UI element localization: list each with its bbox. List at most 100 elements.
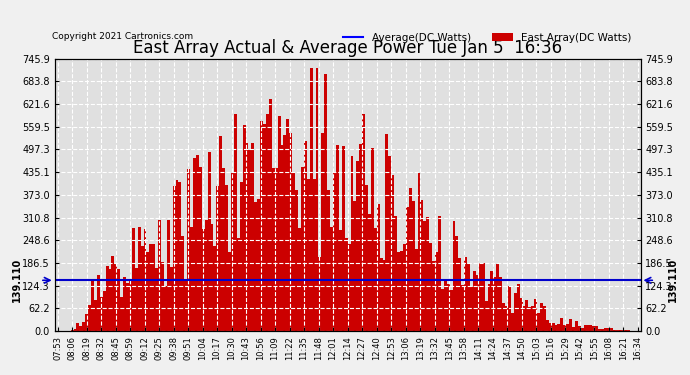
Bar bbox=[201, 229, 205, 331]
Bar bbox=[403, 244, 406, 331]
Bar bbox=[234, 114, 237, 331]
Bar bbox=[193, 158, 196, 331]
Bar bbox=[103, 291, 106, 331]
Bar bbox=[97, 275, 100, 331]
Bar bbox=[208, 152, 210, 331]
Bar bbox=[135, 268, 138, 331]
Bar bbox=[368, 214, 371, 331]
Bar bbox=[627, 330, 631, 331]
Bar bbox=[607, 328, 610, 331]
Bar bbox=[514, 293, 517, 331]
Bar bbox=[420, 200, 424, 331]
Bar bbox=[464, 256, 467, 331]
Bar bbox=[382, 260, 386, 331]
Bar bbox=[441, 289, 444, 331]
Bar bbox=[266, 114, 269, 331]
Bar bbox=[248, 150, 251, 331]
Bar bbox=[462, 285, 464, 331]
Bar bbox=[499, 278, 502, 331]
Bar bbox=[126, 282, 129, 331]
Bar bbox=[315, 68, 318, 331]
Bar bbox=[129, 281, 132, 331]
Text: Copyright 2021 Cartronics.com: Copyright 2021 Cartronics.com bbox=[52, 32, 193, 41]
Bar bbox=[540, 303, 543, 331]
Bar bbox=[219, 136, 222, 331]
Bar bbox=[353, 201, 356, 331]
Bar bbox=[222, 168, 225, 331]
Bar bbox=[613, 330, 615, 331]
Bar bbox=[70, 330, 74, 331]
Bar bbox=[522, 306, 525, 331]
Bar bbox=[237, 238, 239, 331]
Bar bbox=[167, 220, 170, 331]
Bar bbox=[210, 224, 213, 331]
Bar bbox=[417, 174, 420, 331]
Bar bbox=[619, 330, 622, 331]
Bar bbox=[205, 220, 208, 331]
Bar bbox=[622, 330, 624, 331]
Bar bbox=[144, 229, 146, 331]
Bar bbox=[426, 216, 429, 331]
Bar bbox=[161, 262, 164, 331]
Bar bbox=[595, 326, 598, 331]
Bar bbox=[94, 300, 97, 331]
Bar bbox=[172, 186, 175, 331]
Bar bbox=[432, 261, 435, 331]
Bar bbox=[601, 329, 604, 331]
Bar bbox=[289, 134, 292, 331]
Bar bbox=[415, 249, 417, 331]
Bar bbox=[508, 286, 511, 331]
Bar bbox=[342, 146, 345, 331]
Bar bbox=[336, 145, 339, 331]
Bar bbox=[345, 238, 348, 331]
Bar bbox=[455, 236, 458, 331]
Bar bbox=[175, 180, 179, 331]
Bar bbox=[549, 323, 552, 331]
Bar bbox=[138, 227, 141, 331]
Bar bbox=[213, 246, 217, 331]
Bar bbox=[132, 228, 135, 331]
Bar bbox=[362, 114, 365, 331]
Bar bbox=[243, 124, 246, 331]
Bar bbox=[239, 182, 243, 331]
Bar bbox=[406, 207, 408, 331]
Bar bbox=[450, 290, 453, 331]
Bar bbox=[470, 287, 473, 331]
Bar bbox=[408, 188, 412, 331]
Bar bbox=[91, 280, 94, 331]
Bar bbox=[292, 173, 295, 331]
Bar bbox=[179, 182, 181, 331]
Bar bbox=[537, 313, 540, 331]
Bar bbox=[275, 168, 277, 331]
Bar bbox=[257, 199, 260, 331]
Bar bbox=[589, 325, 593, 331]
Bar bbox=[446, 284, 450, 331]
Bar bbox=[615, 330, 619, 331]
Bar bbox=[187, 169, 190, 331]
Bar bbox=[295, 190, 298, 331]
Bar bbox=[586, 325, 589, 331]
Bar bbox=[251, 143, 255, 331]
Bar bbox=[269, 99, 272, 331]
Bar bbox=[424, 221, 426, 331]
Bar bbox=[569, 319, 572, 331]
Bar bbox=[313, 179, 315, 331]
Bar bbox=[479, 263, 482, 331]
Bar bbox=[558, 324, 560, 331]
Bar bbox=[529, 307, 531, 331]
Bar bbox=[149, 244, 152, 331]
Bar bbox=[307, 178, 310, 331]
Bar bbox=[555, 325, 558, 331]
Bar bbox=[578, 326, 581, 331]
Bar bbox=[225, 184, 228, 331]
Bar bbox=[277, 116, 281, 331]
Bar bbox=[281, 146, 284, 331]
Title: East Array Actual & Average Power Tue Jan 5  16:36: East Array Actual & Average Power Tue Ja… bbox=[133, 39, 562, 57]
Bar bbox=[190, 227, 193, 331]
Bar bbox=[304, 141, 307, 331]
Bar bbox=[593, 326, 595, 331]
Bar bbox=[141, 246, 144, 331]
Bar bbox=[391, 175, 394, 331]
Bar bbox=[435, 252, 438, 331]
Bar bbox=[566, 324, 569, 331]
